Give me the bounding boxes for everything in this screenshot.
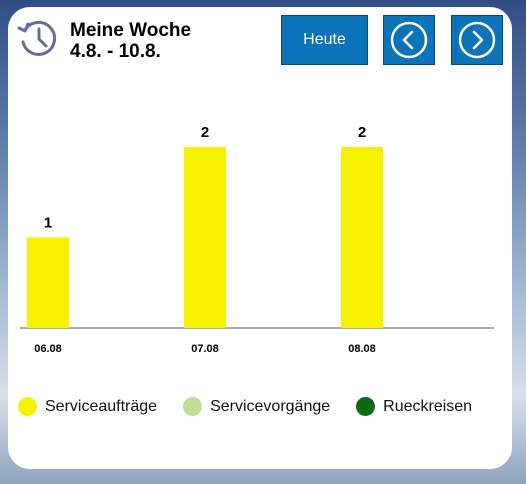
legend-label: Servicevorgänge (210, 397, 331, 415)
next-week-button[interactable] (451, 15, 503, 65)
legend-item-serviceauftraege: Serviceaufträge (18, 397, 157, 416)
bar-06.08[interactable] (27, 237, 69, 329)
legend-swatch (356, 397, 376, 416)
data-label: 2 (201, 124, 209, 141)
legend-swatch (183, 397, 203, 416)
chart-legend: Serviceaufträge Servicevorgänge Rueckrei… (18, 397, 498, 416)
legend-item-rueckreisen: Rueckreisen (356, 397, 472, 416)
bar-chart: 1 06.08 2 07.08 2 08.08 (20, 124, 494, 355)
data-label: 2 (358, 124, 366, 141)
page-title: Meine Woche 4.8. - 10.8. (70, 20, 191, 62)
legend-item-servicevorgaenge: Servicevorgänge (183, 397, 330, 416)
legend-label: Rueckreisen (383, 397, 473, 415)
legend-label: Serviceaufträge (45, 397, 158, 415)
legend-swatch (18, 397, 37, 416)
bar-08.08[interactable] (341, 147, 383, 328)
chevron-left-icon (390, 21, 428, 59)
bar-07.08[interactable] (184, 147, 226, 328)
data-label: 1 (44, 215, 52, 232)
history-icon[interactable] (15, 15, 61, 61)
today-button[interactable]: Heute (281, 15, 368, 65)
title-text: Meine Woche (70, 20, 192, 41)
date-range: 4.8. - 10.8. (70, 41, 161, 62)
x-tick-label: 07.08 (191, 343, 219, 355)
chevron-right-icon (458, 21, 496, 59)
x-tick-label: 06.08 (34, 343, 62, 355)
previous-week-button[interactable] (383, 15, 435, 65)
x-tick-label: 08.08 (348, 343, 376, 355)
weekly-card: Meine Woche 4.8. - 10.8. Heute 1 06.08 2 07… (8, 7, 512, 469)
